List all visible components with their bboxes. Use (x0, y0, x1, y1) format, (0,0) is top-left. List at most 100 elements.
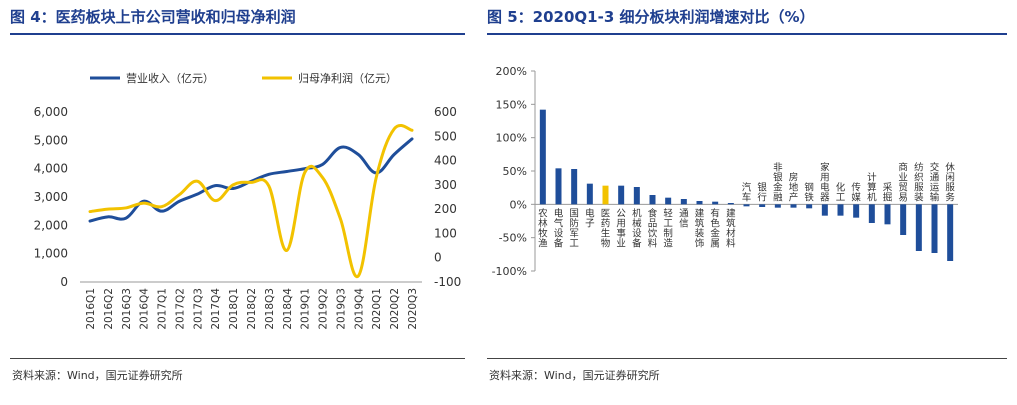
bar (853, 204, 860, 218)
bar (806, 204, 813, 209)
left-source-rule (10, 358, 465, 359)
category-label: 轻工制造 (663, 207, 673, 249)
category-label: 商业贸易 (898, 161, 908, 203)
bar (618, 185, 625, 205)
category-label: 医药生物 (601, 208, 611, 249)
right-y-tick: 300 (434, 178, 457, 192)
x-tick-label: 2016Q3 (121, 288, 133, 330)
right-y-tick: -100 (434, 275, 461, 289)
category-label: 纺织服装 (914, 161, 924, 203)
bar (931, 204, 938, 253)
y-tick-label: -50% (499, 232, 527, 245)
x-tick-label: 2019Q2 (318, 288, 330, 330)
left-y-tick: 4,000 (34, 162, 68, 176)
y-tick-label: -100% (492, 265, 527, 278)
bar (743, 204, 750, 207)
y-tick-label: 150% (496, 98, 527, 111)
right-y-tick: 200 (434, 202, 457, 216)
left-chart-title: 图 4：医药板块上市公司营收和归母净利润 (10, 8, 296, 26)
category-label: 食品饮料 (648, 207, 658, 249)
x-tick-label: 2020Q1 (371, 288, 383, 330)
x-tick-label: 2017Q3 (192, 288, 204, 330)
y-tick-label: 200% (496, 65, 527, 78)
y-tick-label: 0% (510, 198, 527, 211)
bar (696, 201, 703, 205)
x-tick-label: 2017Q4 (210, 288, 222, 330)
left-source: 资料来源：Wind，国元证券研究所 (12, 369, 183, 382)
left-y-tick: 5,000 (34, 133, 68, 147)
bar (884, 204, 891, 225)
bar (539, 109, 546, 205)
bar (821, 204, 828, 216)
category-label: 电子 (585, 207, 595, 229)
x-tick-label: 2018Q1 (228, 288, 240, 330)
right-source-rule (487, 358, 1007, 359)
bar (900, 204, 907, 235)
bar (915, 204, 922, 251)
left-y-tick: 3,000 (34, 190, 68, 204)
left-title-rule (10, 33, 465, 35)
right-y-tick: 100 (434, 226, 457, 240)
revenue-series-line (88, 137, 414, 223)
x-tick-label: 2019Q1 (300, 288, 312, 330)
category-label: 有色金属 (710, 207, 720, 249)
right-y-tick: 0 (434, 251, 442, 265)
x-tick-label: 2018Q4 (282, 288, 294, 330)
x-tick-label: 2017Q2 (174, 288, 186, 330)
legend-label: 营业收入（亿元） (126, 71, 214, 85)
bar (868, 204, 875, 223)
bar (727, 203, 734, 205)
x-tick-label: 2019Q3 (335, 288, 347, 330)
x-tick-label: 2016Q2 (103, 288, 115, 330)
right-title-rule (487, 33, 1007, 35)
bar (774, 204, 781, 208)
bar (649, 195, 656, 205)
category-label: 传媒 (851, 181, 861, 203)
bar (633, 187, 640, 205)
x-tick-label: 2020Q2 (389, 288, 401, 330)
category-label: 机械设备 (632, 207, 642, 249)
y-tick-label: 100% (496, 132, 527, 145)
bar (586, 183, 593, 205)
category-label: 采掘 (883, 182, 893, 203)
right-chart-title: 图 5：2020Q1-3 细分板块利润增速对比（%） (487, 8, 815, 26)
left-y-tick: 1,000 (34, 247, 68, 261)
left-y-tick: 6,000 (34, 105, 68, 119)
x-tick-label: 2019Q4 (353, 288, 365, 330)
category-label: 休闲服务 (945, 161, 955, 203)
category-label: 钢铁 (804, 181, 814, 203)
x-tick-label: 2016Q1 (85, 288, 97, 330)
category-label: 房地产 (789, 171, 799, 203)
right-y-tick: 400 (434, 154, 457, 168)
bar (947, 204, 954, 261)
category-label: 银行 (757, 181, 767, 203)
bar (555, 168, 562, 205)
category-label: 汽车 (742, 181, 752, 203)
category-label: 农林牧渔 (538, 207, 548, 249)
bar (790, 204, 797, 208)
category-label: 化工 (836, 181, 846, 203)
bar (837, 204, 844, 216)
revenue-profit-line-chart: 0 1,000 2,000 3,000 4,000 5,000 6,000 -100 0 100 2… (34, 71, 462, 330)
bar (602, 185, 609, 205)
bar (665, 197, 672, 205)
category-label: 公用事业 (616, 208, 626, 249)
x-tick-label: 2017Q1 (157, 288, 169, 330)
bar (680, 199, 687, 205)
left-y-tick: 2,000 (34, 218, 68, 232)
sector-profit-growth-bar-chart: -100% -50% 0% 50% 100% 150% 200% 农林牧渔电气设备国防军工电子… (492, 65, 958, 278)
left-y-tick: 0 (60, 275, 68, 289)
right-y-tick: 500 (434, 129, 457, 143)
category-label: 建筑装饰 (695, 207, 705, 249)
y-tick-label: 50% (503, 165, 527, 178)
bar (759, 204, 766, 207)
net-profit-series-line (88, 124, 414, 279)
right-source: 资料来源：Wind，国元证券研究所 (489, 369, 660, 382)
category-label: 家用电器 (820, 161, 830, 203)
x-tick-label: 2018Q2 (246, 288, 258, 330)
x-tick-label: 2020Q3 (407, 288, 419, 330)
category-label: 建筑材料 (726, 207, 736, 249)
legend-label: 归母净利润（亿元） (298, 71, 397, 85)
x-tick-label: 2018Q3 (264, 288, 276, 330)
right-y-tick: 600 (434, 105, 457, 119)
